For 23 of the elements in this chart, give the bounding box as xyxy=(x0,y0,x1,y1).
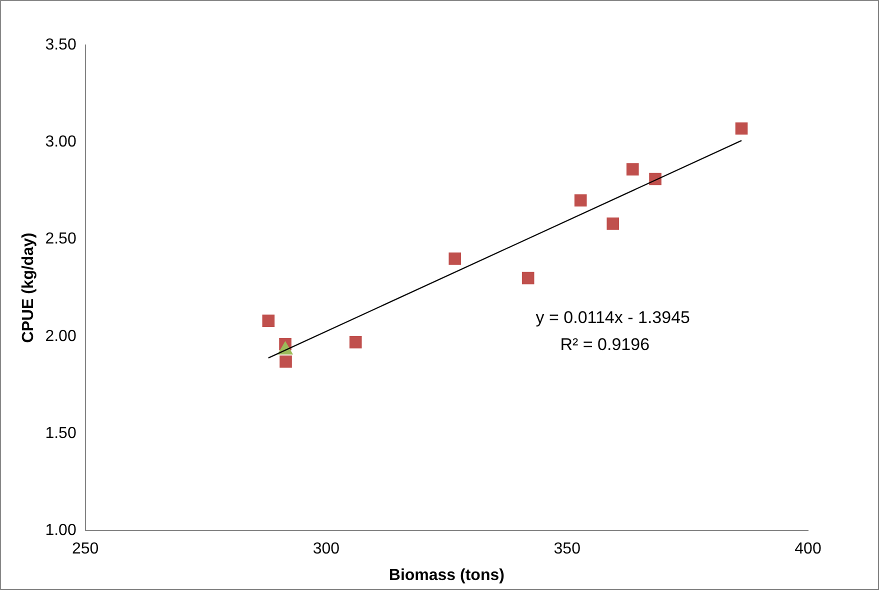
x-tick-label: 300 xyxy=(312,540,340,558)
y-tick-label: 2.50 xyxy=(45,230,76,248)
annotation: R² = 0.9196 xyxy=(560,335,650,354)
x-axis-title: Biomass (tons) xyxy=(388,566,504,584)
point xyxy=(262,314,275,327)
y-tick-label: 2.00 xyxy=(45,328,76,345)
y-tick-label: 3.50 xyxy=(45,36,76,54)
y-tick-label: 1.00 xyxy=(45,522,76,540)
point xyxy=(522,272,534,284)
point xyxy=(626,163,639,176)
x-tick-label: 250 xyxy=(72,540,99,558)
y-tick-label: 1.50 xyxy=(45,424,76,442)
y-axis-title: CPUE (kg/day) xyxy=(20,232,38,343)
point xyxy=(574,194,587,207)
x-tick-label: 350 xyxy=(554,540,581,558)
x-tick-label: 400 xyxy=(794,540,822,558)
y-tick-label: 3.00 xyxy=(45,134,76,151)
point xyxy=(606,218,620,230)
point xyxy=(735,122,748,135)
point xyxy=(280,355,292,368)
point xyxy=(349,336,362,348)
annotation: y = 0.0114x - 1.3945 xyxy=(536,308,690,327)
point xyxy=(448,252,462,265)
